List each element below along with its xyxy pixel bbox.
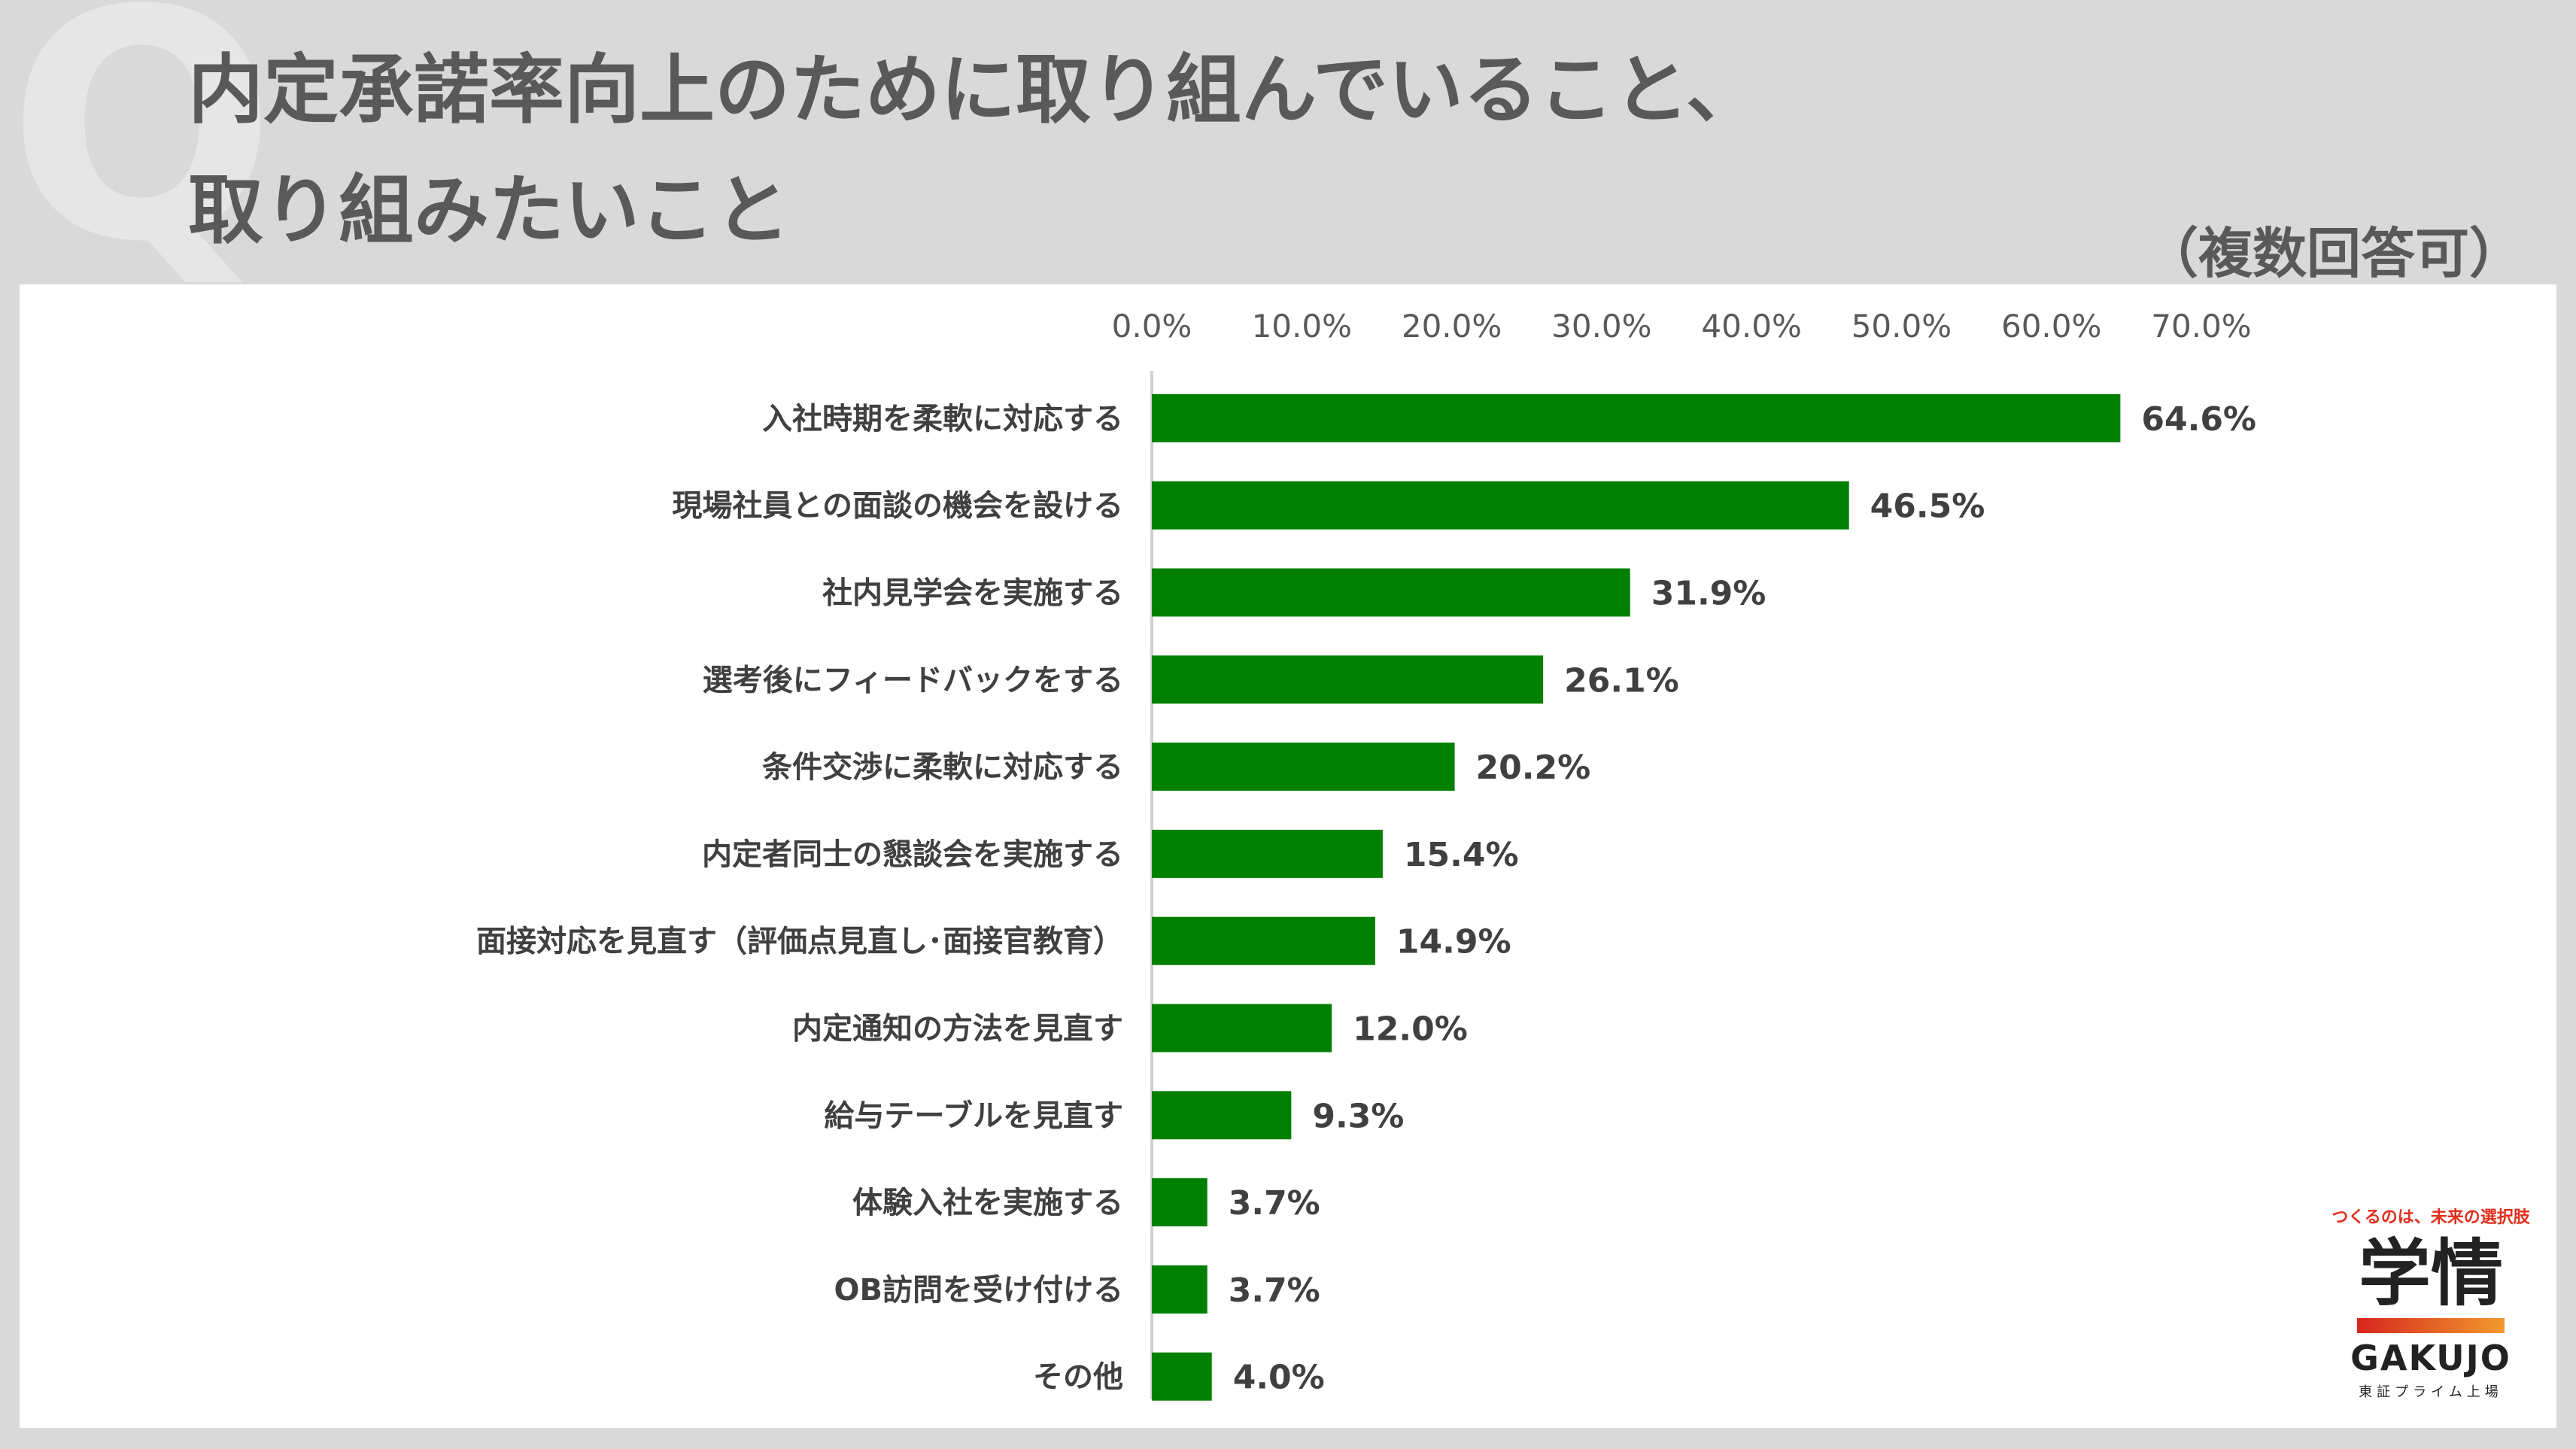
- data-label: 3.7%: [1229, 1271, 1320, 1310]
- category-label: 選考後にフィードバックをする: [703, 663, 1123, 697]
- bar: [1152, 1091, 1292, 1140]
- bar: [1152, 916, 1375, 965]
- data-label: 15.4%: [1404, 836, 1519, 874]
- x-tick-label: 30.0%: [1551, 308, 1651, 345]
- data-label: 64.6%: [2141, 400, 2256, 439]
- data-label: 26.1%: [1564, 661, 1679, 700]
- data-label: 12.0%: [1353, 1010, 1468, 1049]
- bar: [1152, 743, 1455, 791]
- title-line-2: 取り組みたいこと: [188, 166, 790, 254]
- data-label: 3.7%: [1229, 1184, 1320, 1223]
- x-tick-label: 50.0%: [1852, 308, 1952, 345]
- logo-color-bar: [2357, 1318, 2505, 1333]
- data-label: 31.9%: [1651, 575, 1766, 613]
- category-label: 体験入社を実施する: [852, 1186, 1123, 1220]
- bar: [1152, 1352, 1212, 1401]
- logo-name: 学情: [2359, 1232, 2503, 1316]
- category-label: OB訪問を受け付ける: [834, 1273, 1124, 1308]
- data-label: 4.0%: [1233, 1359, 1325, 1397]
- bar: [1152, 568, 1630, 617]
- data-label: 20.2%: [1476, 749, 1591, 787]
- bar: [1152, 1178, 1208, 1227]
- bar: [1152, 829, 1383, 878]
- title-line-1: 内定承諾率向上のために取り組んでいること、: [188, 46, 1761, 134]
- x-tick-label: 10.0%: [1252, 308, 1352, 345]
- category-label: 給与テーブルを見直す: [824, 1098, 1123, 1133]
- category-label: その他: [1033, 1360, 1123, 1395]
- category-label: 面接対応を見直す（評価点見直し･面接官教育）: [476, 925, 1123, 959]
- chart-panel: 0.0% 10.0% 20.0% 30.0% 40.0% 50.0% 60.0% 70.0% 入…: [20, 284, 2556, 1428]
- bar: [1152, 655, 1544, 704]
- x-tick-label: 70.0%: [2151, 308, 2251, 345]
- category-label: 社内見学会を実施する: [822, 576, 1123, 611]
- category-label: 入社時期を柔軟に対応する: [762, 402, 1123, 436]
- page-title: 内定承諾率向上のために取り組んでいること、 取り組みたいこと: [188, 30, 1761, 271]
- logo-sub: 東証プライム上場: [2359, 1384, 2503, 1400]
- bar: [1152, 1004, 1332, 1053]
- bar: [1152, 481, 1849, 530]
- multiple-answers-note: （複数回答可）: [2143, 222, 2523, 285]
- x-tick-label: 20.0%: [1402, 308, 1502, 345]
- data-label: 46.5%: [1870, 488, 1985, 526]
- background-q-glyph: Q: [8, 0, 277, 311]
- category-label: 内定通知の方法を見直す: [792, 1012, 1123, 1046]
- bar: [1152, 393, 2121, 442]
- x-tick-label: 40.0%: [1701, 308, 1801, 345]
- data-label: 9.3%: [1312, 1097, 1404, 1135]
- x-tick-label: 60.0%: [2001, 308, 2101, 345]
- category-label: 内定者同士の懇談会を実施する: [702, 837, 1123, 872]
- gakujo-logo: つくるのは、未来の選択肢 学情 GAKUJO 東証プライム上場: [2322, 1204, 2540, 1401]
- data-label: 14.9%: [1396, 923, 1511, 961]
- bar-chart: 0.0% 10.0% 20.0% 30.0% 40.0% 50.0% 60.0% 70.0% 入…: [476, 308, 2256, 1401]
- logo-name-en: GAKUJO: [2350, 1338, 2511, 1378]
- category-label: 現場社員との面談の機会を設ける: [672, 489, 1123, 524]
- x-tick-label: 0.0%: [1112, 308, 1192, 345]
- bar: [1152, 1265, 1208, 1314]
- logo-tagline: つくるのは、未来の選択肢: [2331, 1208, 2530, 1227]
- category-label: 条件交渉に柔軟に対応する: [762, 750, 1123, 785]
